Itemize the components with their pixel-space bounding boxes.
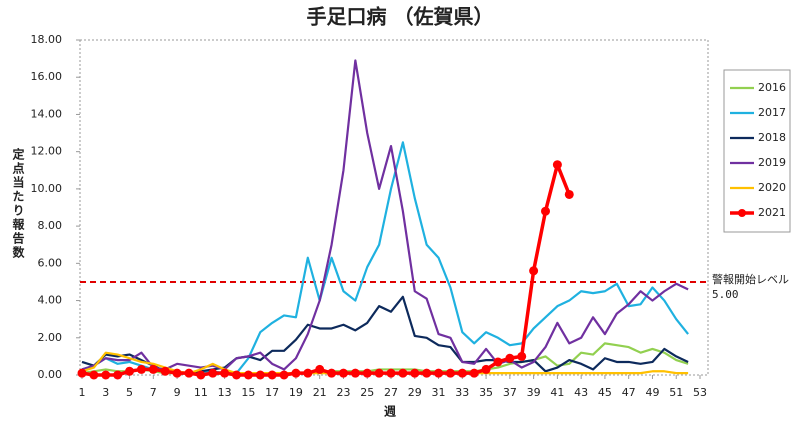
y-tick-label: 16.00	[31, 70, 63, 83]
series-marker	[125, 366, 135, 376]
threshold-label: 5.00	[712, 288, 739, 301]
x-tick-label: 3	[102, 386, 109, 399]
x-tick-label: 11	[194, 386, 208, 399]
threshold-text: 警報開始レベル	[712, 272, 789, 286]
series-marker	[315, 364, 325, 374]
x-axis-label: 週	[384, 404, 396, 419]
chart-title: 手足口病 （佐賀県）	[307, 5, 494, 29]
series-marker	[243, 370, 253, 380]
series-marker	[398, 368, 408, 378]
series-marker	[148, 364, 158, 374]
series-marker	[113, 370, 123, 380]
x-tick-label: 35	[479, 386, 493, 399]
x-tick-label: 1	[79, 386, 86, 399]
series-marker	[267, 370, 277, 380]
legend-label: 2021	[758, 206, 786, 219]
series-marker	[350, 368, 360, 378]
y-tick-label: 12.00	[31, 145, 63, 158]
series-marker	[303, 368, 313, 378]
x-tick-label: 7	[150, 386, 157, 399]
y-tick-label: 10.00	[31, 182, 63, 195]
series-marker	[172, 368, 182, 378]
y-tick-label: 18.00	[31, 33, 63, 46]
series-marker	[434, 368, 444, 378]
x-tick-label: 33	[455, 386, 469, 399]
x-tick-label: 51	[669, 386, 683, 399]
series-marker	[410, 368, 420, 378]
x-tick-label: 47	[622, 386, 636, 399]
x-tick-label: 23	[336, 386, 350, 399]
series-marker	[505, 353, 515, 363]
y-tick-label: 4.00	[38, 294, 63, 307]
legend-marker	[738, 209, 746, 217]
x-tick-label: 49	[645, 386, 659, 399]
y-tick-label: 8.00	[38, 219, 63, 232]
x-tick-label: 27	[384, 386, 398, 399]
series-marker	[445, 368, 455, 378]
series-marker	[184, 368, 194, 378]
legend-label: 2017	[758, 106, 786, 119]
legend-box	[723, 69, 791, 233]
series-marker	[101, 370, 111, 380]
series-marker	[338, 368, 348, 378]
legend-label: 2016	[758, 81, 786, 94]
series-marker	[220, 368, 230, 378]
x-tick-label: 19	[289, 386, 303, 399]
series-marker	[279, 370, 289, 380]
legend-label: 2019	[758, 156, 786, 169]
series-marker	[457, 368, 467, 378]
series-marker	[517, 351, 527, 361]
series-line	[81, 342, 689, 375]
legend-label: 2018	[758, 131, 786, 144]
series-marker	[255, 370, 265, 380]
series-marker	[327, 368, 337, 378]
series-line	[81, 295, 689, 375]
series-marker	[89, 370, 99, 380]
x-tick-label: 25	[360, 386, 374, 399]
x-tick-label: 21	[313, 386, 327, 399]
series-marker	[422, 368, 432, 378]
series-marker	[232, 370, 241, 380]
x-tick-label: 15	[241, 386, 255, 399]
series-marker	[291, 368, 301, 378]
series-marker	[493, 357, 503, 367]
series-marker	[136, 364, 146, 374]
x-tick-label: 41	[550, 386, 564, 399]
x-tick-label: 37	[503, 386, 517, 399]
y-tick-label: 0.00	[38, 368, 63, 381]
x-tick-label: 13	[218, 386, 232, 399]
series-marker	[196, 370, 206, 380]
x-tick-label: 45	[598, 386, 612, 399]
series-marker	[541, 206, 550, 216]
series-marker	[362, 368, 372, 378]
y-tick-label: 2.00	[38, 331, 63, 344]
x-tick-label: 5	[126, 386, 133, 399]
y-tick-label: 14.00	[31, 107, 63, 120]
plot-frame	[79, 39, 709, 376]
x-tick-label: 53	[693, 386, 707, 399]
legend-label: 2020	[758, 181, 786, 194]
series-line	[81, 59, 689, 371]
x-tick-label: 39	[527, 386, 541, 399]
y-axis-label: 定点当たり報告数	[11, 147, 25, 260]
series-marker	[552, 160, 562, 170]
series-marker	[208, 368, 218, 378]
y-tick-label: 6.00	[38, 256, 63, 269]
x-tick-label: 43	[574, 386, 588, 399]
series-line	[81, 141, 689, 375]
series-marker	[77, 368, 87, 378]
series-marker	[564, 189, 574, 199]
x-tick-label: 31	[432, 386, 446, 399]
x-tick-label: 29	[408, 386, 422, 399]
series-marker	[529, 266, 539, 276]
series-marker	[386, 368, 396, 378]
series-marker	[481, 364, 491, 374]
x-tick-label: 9	[174, 386, 181, 399]
x-tick-label: 17	[265, 386, 279, 399]
series-marker	[160, 366, 170, 376]
series-marker	[469, 368, 479, 378]
series-marker	[374, 368, 384, 378]
